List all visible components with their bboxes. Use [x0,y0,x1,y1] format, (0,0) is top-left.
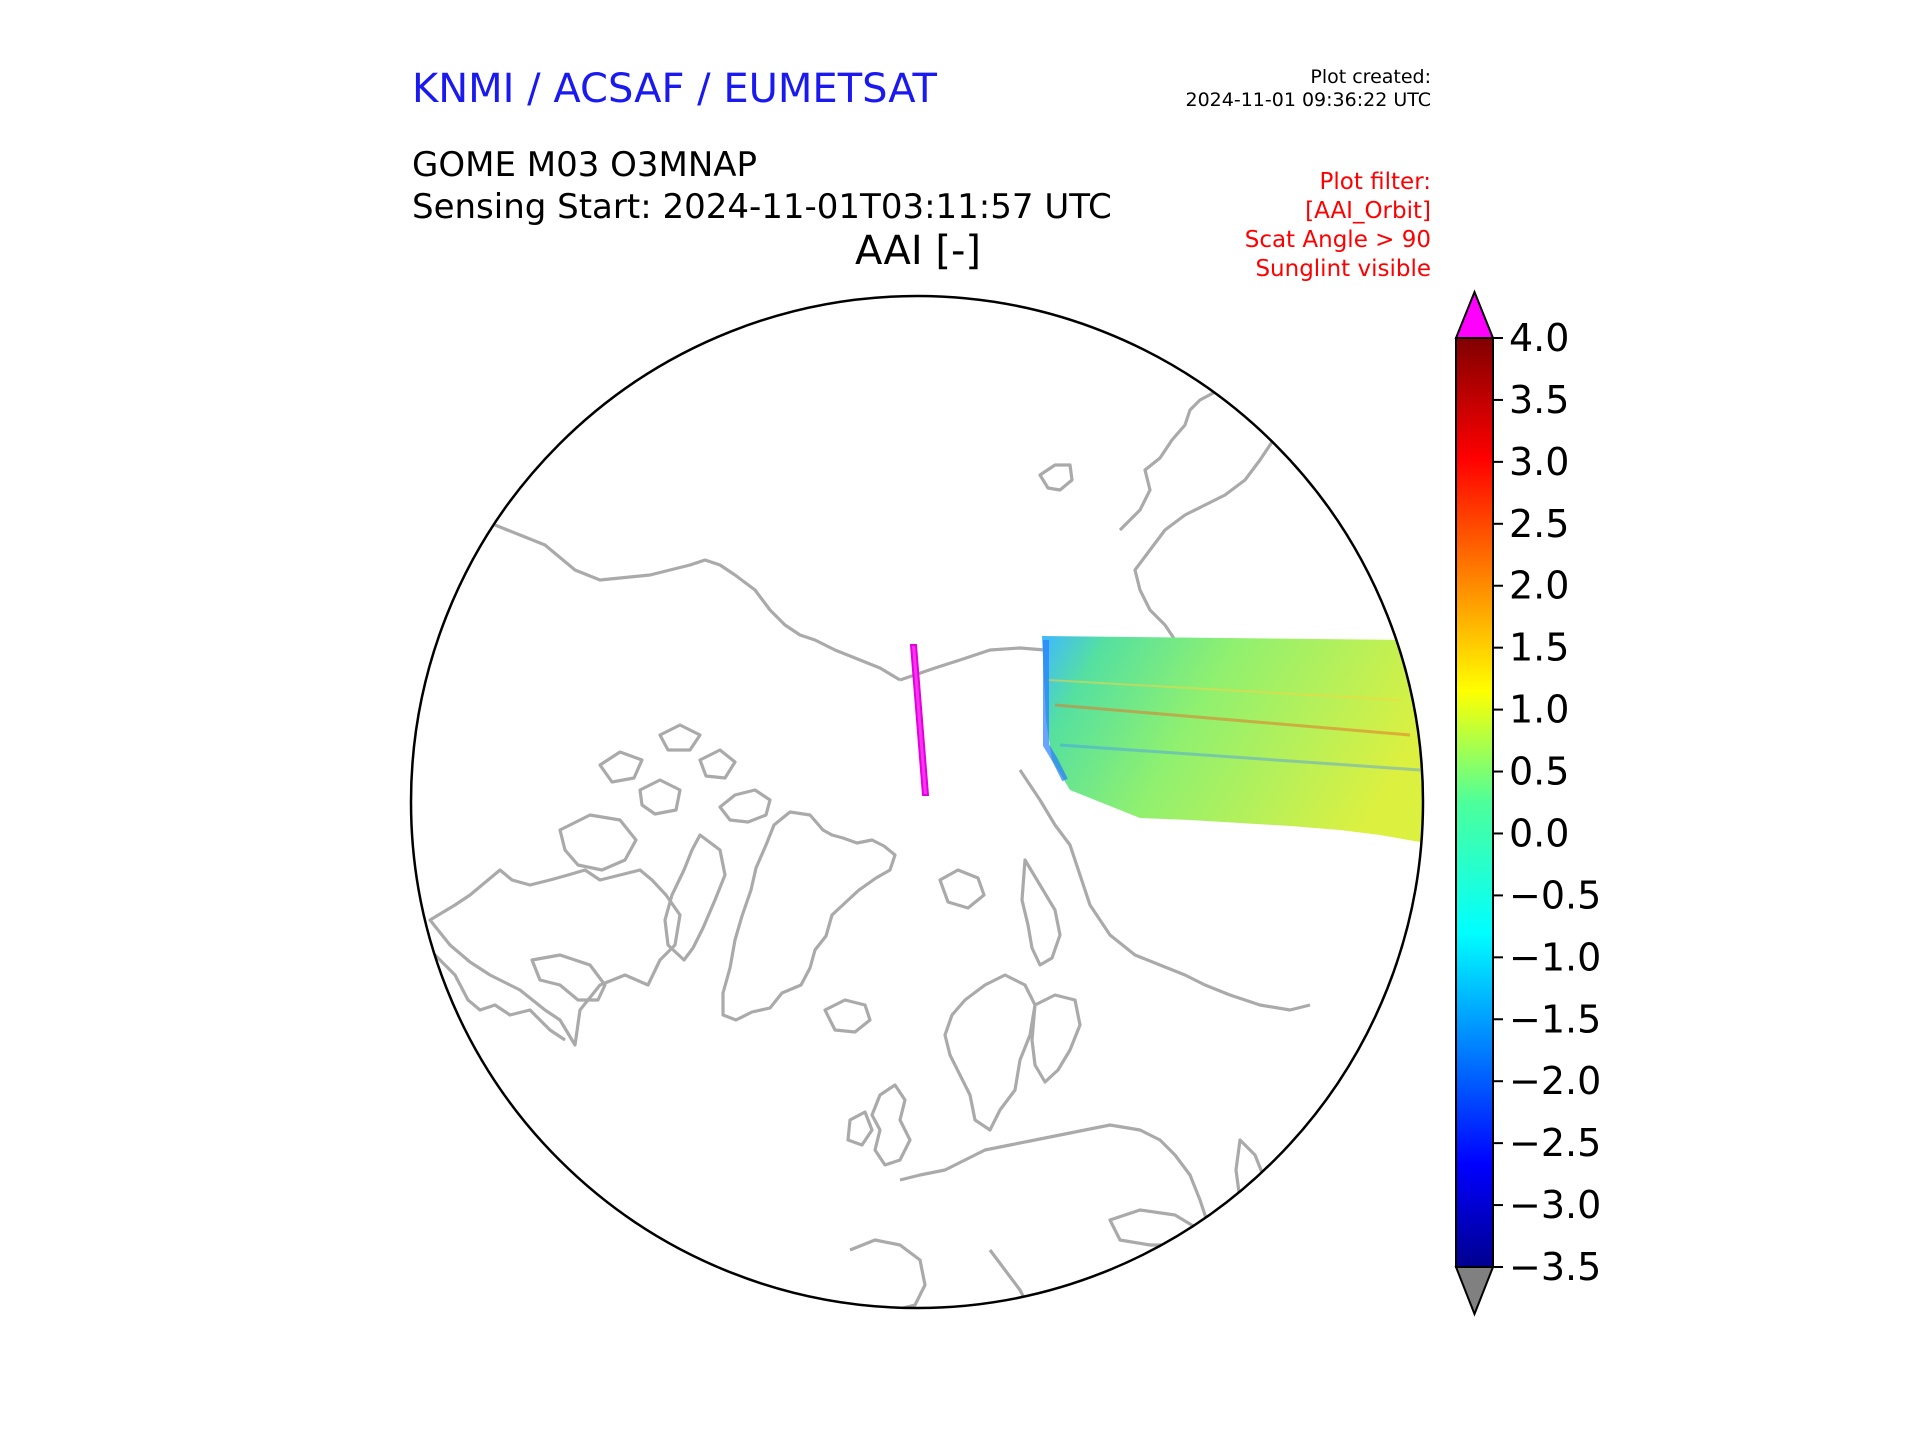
coastlines [423,358,1311,1308]
coastline-scandinavia [943,973,1037,1132]
colorbar-tick-label: 0.5 [1509,750,1569,794]
swath-edge [1043,640,1068,782]
coastline-hudson [530,953,607,1002]
coastline-ellesmere [718,788,772,824]
plot-filter-line: Sunglint visible [1255,256,1431,282]
plot-filter-line: Plot filter: [1319,169,1431,195]
colorbar-tick-label: −1.5 [1509,997,1601,1041]
swath-band-3 [1047,679,1401,701]
coastline-finland [1030,993,1082,1084]
swath-band-1 [1054,703,1411,737]
coastline-russia-north [1018,769,1311,1012]
sensing-start: Sensing Start: 2024-11-01T03:11:57 UTC [412,187,1112,227]
swath-band-2 [1059,743,1421,772]
coastline-greenland [721,810,897,1022]
colorbar-tick-label: 2.5 [1509,502,1569,546]
colorbar-tick-label: 0.0 [1509,811,1569,855]
coastline-victoria [558,813,638,872]
colorbar-tick-label: 4.0 [1509,316,1569,360]
swath-aai [1042,636,1423,842]
colorbar-tick-label: −2.5 [1509,1121,1601,1165]
coastline-uk [870,1083,912,1167]
colorbar-tick-label: −3.0 [1509,1183,1601,1227]
colorbar-tick-label: −3.5 [1509,1245,1601,1289]
product-name: GOME M03 O3MNAP [412,145,758,185]
colorbar-tick-label: 3.5 [1509,378,1569,422]
plot-filter-line: [AAI_Orbit] [1305,198,1431,224]
coastline-svalbard [938,868,986,910]
colorbar-tick-label: 1.5 [1509,626,1569,670]
coastline-iceland [823,998,872,1034]
coastline-labrador [423,943,566,1042]
coastline-island-a [638,778,682,816]
colorbar-under-triangle [1454,1266,1495,1317]
swath-main-fill [1042,636,1423,842]
coastline-novaya-zemlya [1020,858,1062,967]
coastline-baffin [663,833,727,962]
coastline-iberia [849,1238,927,1308]
plot-created-label: Plot created: [1310,66,1431,88]
colorbar-tick-label: 3.0 [1509,440,1569,484]
coastline-island-b [598,750,644,784]
map-outline [409,294,1425,1310]
colorbar-tick-label: −2.0 [1509,1059,1601,1103]
organisation-title: KNMI / ACSAF / EUMETSAT [412,66,937,112]
map-title: AAI [-] [855,228,981,274]
coastline-alaska [494,523,901,682]
coastline-canada [428,868,682,1047]
plot-created-date: 2024-11-01 09:36:22 UTC [1185,89,1432,111]
coastline-europe [899,1123,1237,1291]
colorbar-over-triangle [1454,289,1495,339]
coastline-island-d [658,723,702,752]
coastline-chukotka [1038,463,1074,492]
colorbar-tick-label: −1.0 [1509,935,1601,979]
coastline-island-c [698,748,737,780]
colorbar-tick-label: 2.0 [1509,564,1569,608]
colorbar-tick-label: −0.5 [1509,873,1601,917]
swath-saturated-strip [909,644,930,796]
colorbar-body [1455,337,1494,1268]
coastline-ireland [846,1110,874,1147]
plot-filter-line: Scat Angle > 90 [1244,227,1431,253]
colorbar-tick-label: 1.0 [1509,688,1569,732]
